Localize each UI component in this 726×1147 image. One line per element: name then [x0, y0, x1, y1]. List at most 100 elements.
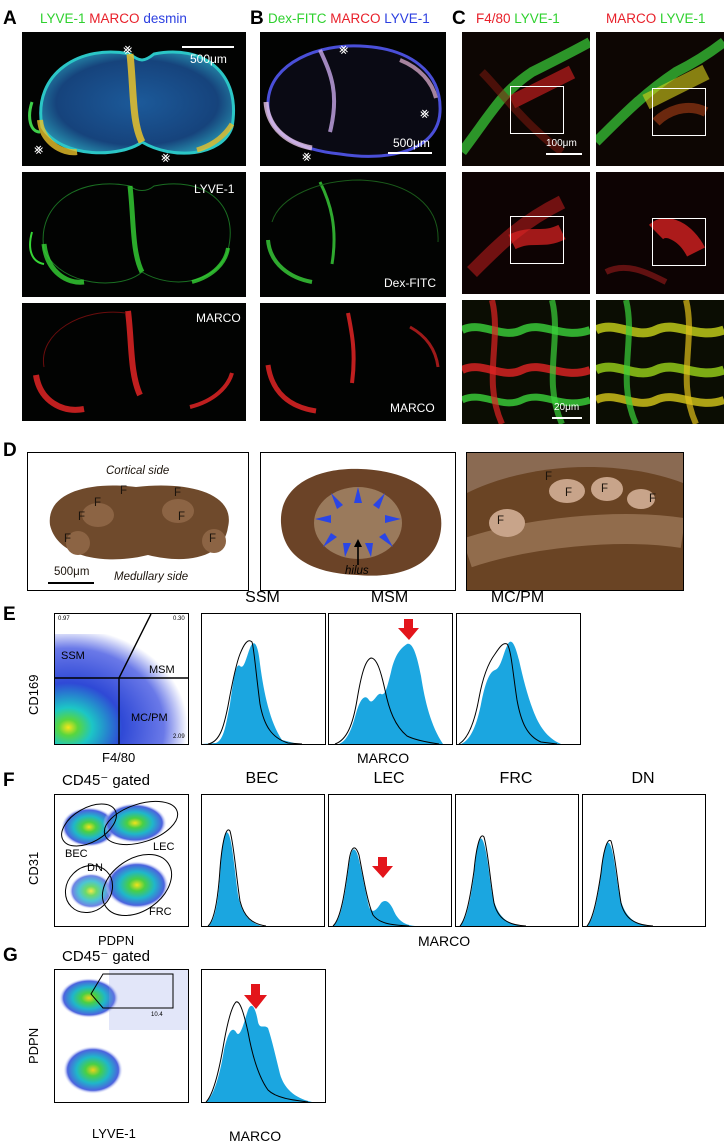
axis-label-marco-e: MARCO: [357, 750, 410, 766]
flow-dotplot-g: 10.4: [54, 969, 189, 1103]
follicle-label: F: [209, 533, 217, 545]
scale-bar-c-bottom: [552, 417, 582, 419]
panel-a-title-marco: MARCO: [89, 11, 140, 26]
gate-pct-tl: 0.97: [58, 616, 70, 622]
red-arrow-icon: [244, 984, 267, 1009]
panel-c-title-f480: F4/80: [476, 11, 511, 26]
panel-a-title-desmin: desmin: [143, 11, 187, 26]
micrograph-a-marco: MARCO: [22, 303, 246, 421]
follicle-label: F: [601, 483, 609, 495]
gate-label-frc: FRC: [149, 906, 172, 918]
axis-label-f480: F4/80: [102, 750, 136, 765]
scale-label-c-top: 100μm: [546, 138, 577, 149]
asterisk-marker-icon: ⨳: [161, 149, 171, 166]
gate-pct-g: 10.4: [151, 1012, 163, 1018]
gate-pct-br: 2.09: [173, 734, 185, 740]
histogram-bec: [201, 794, 325, 927]
panel-c-col2-title: MARCO LYVE-1: [606, 11, 706, 26]
panel-c-title-marco: MARCO: [606, 11, 657, 26]
row-label-marco-a: MARCO: [196, 311, 241, 325]
gate-label-dn: DN: [87, 862, 103, 874]
hist-title-msm: MSM: [370, 589, 409, 606]
panel-c-col1-title: F4/80 LYVE-1: [476, 11, 560, 26]
axis-label-cd31: CD31: [26, 851, 41, 885]
follicle-label: F: [94, 497, 102, 509]
red-arrow-icon: [372, 857, 393, 878]
panel-label-e: E: [3, 604, 16, 625]
follicle-label: F: [64, 533, 72, 545]
gate-pct-tr: 0.30: [173, 616, 185, 622]
follicle-label: F: [565, 487, 573, 499]
histogram-frc: [455, 794, 579, 927]
panel-b-title-lyve1: LYVE-1: [384, 11, 430, 26]
flow-dotplot-e: SSM MSM MC/PM 0.97 0.30 2.09: [54, 613, 189, 745]
zoom-box: [652, 218, 706, 266]
panel-label-a: A: [3, 8, 17, 29]
medullary-side-label: Medullary side: [114, 571, 189, 583]
micrograph-c2-merge: [596, 32, 724, 166]
zoom-box: [510, 86, 564, 134]
panel-b-title-marco: MARCO: [330, 11, 381, 26]
scale-label-a: 500μm: [190, 52, 227, 66]
panel-a-title: LYVE-1 MARCO desmin: [40, 11, 187, 26]
dotplot-title-g: CD45⁻ gated: [62, 948, 150, 965]
histogram-msm: [328, 613, 453, 745]
panel-b-title-dex: Dex-FITC: [268, 11, 327, 26]
cortical-side-label: Cortical side: [106, 465, 170, 477]
asterisk-marker-icon: ⨳: [123, 41, 133, 58]
follicle-label: F: [545, 471, 553, 483]
follicle-label: F: [178, 511, 186, 523]
micrograph-b-dex: Dex-FITC: [260, 172, 446, 297]
gate-label-ssm: SSM: [61, 650, 85, 662]
axis-label-marco-g: MARCO: [229, 1128, 282, 1144]
panel-label-d: D: [3, 440, 17, 461]
scale-bar-a: [182, 46, 234, 48]
gross-section-2: hilus: [260, 452, 456, 591]
follicle-label: F: [120, 485, 128, 497]
axis-label-pdpn-f: PDPN: [98, 933, 135, 948]
dotplot-title-f: CD45⁻ gated: [62, 772, 150, 789]
panel-a-title-lyve1: LYVE-1: [40, 11, 86, 26]
scale-bar-c-top: [546, 153, 582, 155]
row-label-marco-b: MARCO: [390, 401, 435, 415]
hist-title-ssm: SSM: [245, 589, 280, 606]
micrograph-c1-merge: 100μm: [462, 32, 590, 166]
gross-section-1: Cortical side F F F F F F F Medullary si…: [27, 452, 249, 591]
scale-label-c-bottom: 20μm: [554, 402, 580, 413]
red-arrow-icon: [398, 619, 419, 640]
hist-title-dn: DN: [631, 770, 655, 787]
asterisk-marker-icon: ⨳: [302, 148, 312, 165]
scale-label-d: 500μm: [54, 566, 90, 578]
axis-label-pdpn-g: PDPN: [26, 1027, 41, 1064]
scale-label-b: 500μm: [393, 136, 430, 150]
micrograph-c2-zoom: [596, 300, 724, 424]
micrograph-c1-zoom: 20μm: [462, 300, 590, 424]
panel-label-g: G: [3, 945, 18, 966]
gate-label-bec: BEC: [65, 848, 88, 860]
micrograph-a-merge: ⨳ ⨳ ⨳ 500μm: [22, 32, 246, 166]
panel-label-b: B: [250, 8, 264, 29]
follicle-label: F: [174, 487, 182, 499]
gate-label-lec: LEC: [153, 841, 175, 853]
micrograph-a-lyve1: LYVE-1: [22, 172, 246, 297]
asterisk-marker-icon: ⨳: [34, 141, 44, 158]
hist-title-frc: FRC: [499, 770, 533, 787]
gross-section-3: F F F F F: [466, 452, 684, 591]
panel-b-title: Dex-FITC MARCO LYVE-1: [268, 11, 430, 26]
panel-c-title-lyve1: LYVE-1: [514, 11, 560, 26]
micrograph-c1-red: [462, 172, 590, 294]
zoom-box: [652, 88, 706, 136]
axis-label-marco-f: MARCO: [418, 933, 471, 949]
scale-bar-d: [48, 582, 94, 584]
row-label-lyve1: LYVE-1: [194, 182, 235, 196]
follicle-label: F: [649, 493, 657, 505]
hist-title-bec: BEC: [245, 770, 279, 787]
flow-dotplot-f: BEC LEC DN FRC: [54, 794, 189, 927]
histogram-g: [201, 969, 326, 1103]
row-label-dex: Dex-FITC: [384, 276, 436, 290]
histogram-ssm: [201, 613, 326, 745]
gate-label-msm: MSM: [149, 664, 175, 676]
axis-label-lyve1-g: LYVE-1: [92, 1126, 136, 1141]
panel-label-f: F: [3, 770, 15, 791]
zoom-box: [510, 216, 564, 264]
